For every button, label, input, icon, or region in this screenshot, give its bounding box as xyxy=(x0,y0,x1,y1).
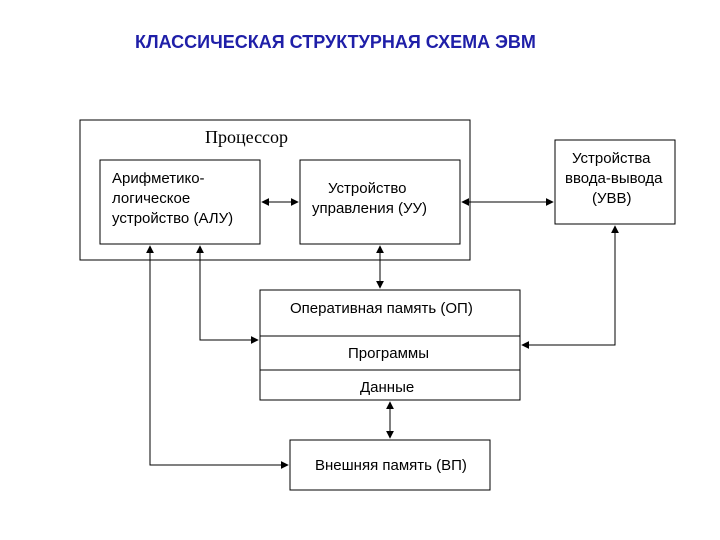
io-line2: ввода-вывода xyxy=(565,170,663,187)
alu-line2: логическое xyxy=(112,190,190,207)
cu-line2: управления (УУ) xyxy=(312,200,427,217)
cu-box: Устройство управления (УУ) xyxy=(300,160,460,244)
ram-title: Оперативная память (ОП) xyxy=(290,300,473,317)
processor-label: Процессор xyxy=(205,127,288,147)
io-line3: (УВВ) xyxy=(592,190,632,207)
alu-box: Арифметико- логическое устройство (АЛУ) xyxy=(100,160,260,244)
ram-row2: Данные xyxy=(360,379,414,396)
ram-row1: Программы xyxy=(348,345,429,362)
diagram-title: КЛАССИЧЕСКАЯ СТРУКТУРНАЯ СХЕМА ЭВМ xyxy=(135,32,536,52)
alu-line3: устройство (АЛУ) xyxy=(112,210,233,227)
io-line1: Устройства xyxy=(572,150,651,167)
edge-io-ram xyxy=(522,226,615,345)
ext-box: Внешняя память (ВП) xyxy=(290,440,490,490)
cu-line1: Устройство xyxy=(328,180,406,197)
alu-line1: Арифметико- xyxy=(112,170,205,187)
ext-line1: Внешняя память (ВП) xyxy=(315,457,467,474)
ram-box: Оперативная память (ОП) Программы Данные xyxy=(260,290,520,400)
io-box: Устройства ввода-вывода (УВВ) xyxy=(555,140,675,224)
